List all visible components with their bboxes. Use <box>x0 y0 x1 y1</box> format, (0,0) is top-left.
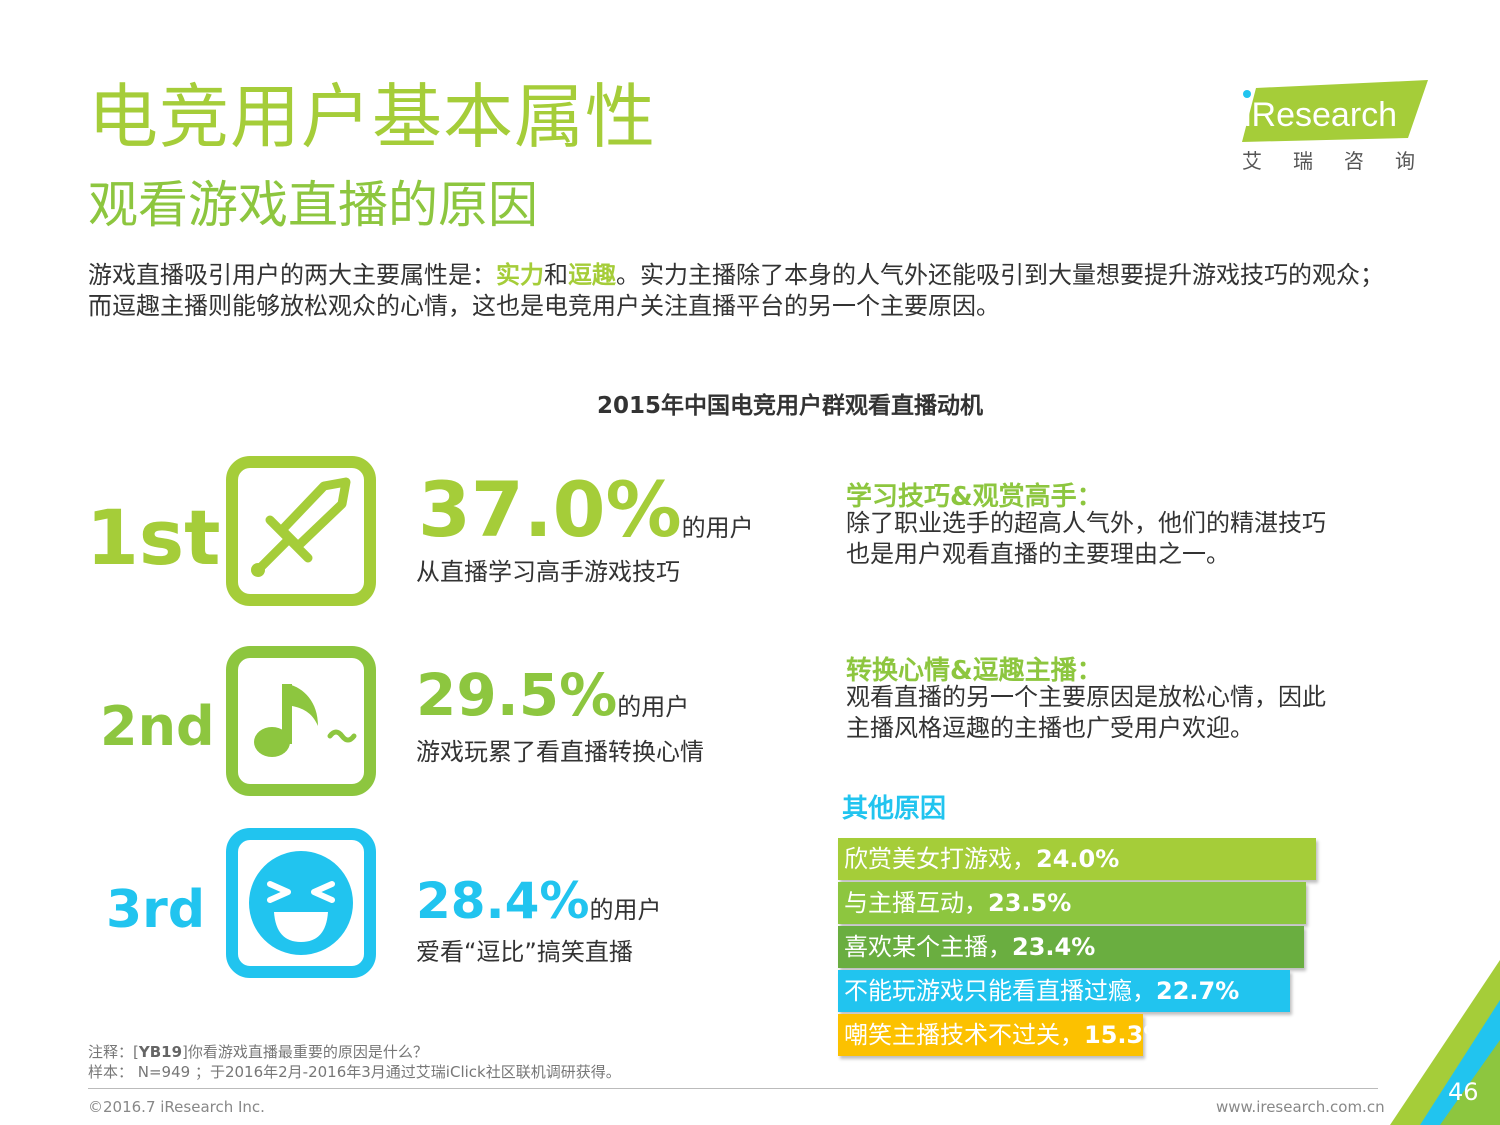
page-title: 电竞用户基本属性 <box>88 76 656 158</box>
rank-2-percent: 29.5% <box>416 661 618 729</box>
other-reason-label: 嘲笑主播技术不过关， <box>844 1021 1084 1049</box>
intro-text-line2: 而逗趣主播则能够放松观众的心情，这也是电竞用户关注直播平台的另一个主要原因。 <box>88 292 1000 320</box>
other-reason-value: 22.7% <box>1156 977 1240 1005</box>
other-reason-bar-2: 与主播互动，23.5% <box>838 882 1306 924</box>
note-question: ]你看游戏直播最重要的原因是什么？ <box>182 1043 428 1061</box>
reason-1-body: 除了职业选手的超高人气外，他们的精湛技巧 也是用户观看直播的主要理由之一。 <box>846 508 1326 570</box>
note-code: YB19 <box>138 1043 183 1061</box>
rank-3-icon-box <box>226 828 376 978</box>
other-reason-bar-4: 不能玩游戏只能看直播过瘾，22.7% <box>838 970 1290 1012</box>
other-reason-label: 喜欢某个主播， <box>844 933 1012 961</box>
intro-highlight-strength: 实力 <box>496 261 544 289</box>
rank-2-description: 游戏玩累了看直播转换心情 <box>416 738 704 766</box>
page-number: 46 <box>1448 1078 1479 1106</box>
logo-text: iResearch <box>1244 96 1397 134</box>
note-line-2: 样本： N=949 ；于2016年2月-2016年3月通过艾瑞iClick社区联… <box>88 1063 621 1081</box>
other-reason-value: 24.0% <box>1036 845 1120 873</box>
chart-title: 2015年中国电竞用户群观看直播动机 <box>596 393 983 419</box>
reason-2-body-line1: 观看直播的另一个主要原因是放松心情，因此 <box>846 683 1326 711</box>
reason-1-body-line1: 除了职业选手的超高人气外，他们的精湛技巧 <box>846 509 1326 537</box>
other-reason-label: 不能玩游戏只能看直播过瘾， <box>844 977 1156 1005</box>
other-reason-bar-1: 欣赏美女打游戏，24.0% <box>838 838 1316 880</box>
copyright: ©2016.7 iResearch Inc. <box>88 1098 265 1116</box>
logo-chinese-name: 艾瑞咨询 <box>1242 149 1446 173</box>
rank-1-description: 从直播学习高手游戏技巧 <box>416 558 680 586</box>
footer-divider <box>88 1088 1378 1089</box>
rank-1-suffix: 的用户 <box>681 514 754 542</box>
rank-1-percent-line: 37.0%的用户 <box>418 472 754 548</box>
iresearch-logo: iResearch <box>1242 80 1428 142</box>
reason-1-body-line2: 也是用户观看直播的主要理由之一。 <box>846 540 1230 568</box>
rank-1-label: 1st <box>86 493 221 582</box>
rank-2-suffix: 的用户 <box>617 693 690 721</box>
rank-1-percent: 37.0% <box>418 465 682 554</box>
other-reason-value: 23.5% <box>988 889 1072 917</box>
website-link[interactable]: www.iresearch.com.cn <box>1216 1098 1385 1116</box>
intro-highlight-fun: 逗趣 <box>568 261 616 289</box>
other-reason-bar-5: 嘲笑主播技术不过关，15.3% <box>838 1014 1167 1056</box>
reason-2-title: 转换心情&逗趣主播： <box>846 656 1103 686</box>
rank-2-label: 2nd <box>100 695 215 758</box>
laughing-face-icon <box>249 851 353 955</box>
note-line-1: 注释：[YB19]你看游戏直播最重要的原因是什么？ <box>88 1041 428 1062</box>
rank-3-percent-line: 28.4%的用户 <box>416 876 661 926</box>
reason-1-title: 学习技巧&观赏高手： <box>846 482 1103 512</box>
rank-3-suffix: 的用户 <box>589 896 662 924</box>
sword-icon <box>251 477 351 577</box>
other-reasons-title: 其他原因 <box>842 794 947 824</box>
other-reason-label: 与主播互动， <box>844 889 988 917</box>
note-prefix: 注释：[ <box>88 1043 139 1061</box>
rank-2-percent-line: 29.5%的用户 <box>416 666 689 724</box>
rank-1-icon-box <box>226 456 376 606</box>
other-reason-label: 欣赏美女打游戏， <box>844 845 1036 873</box>
intro-paragraph: 游戏直播吸引用户的两大主要属性是：实力和逗趣。实力主播除了本身的人气外还能吸引到… <box>88 260 1448 322</box>
other-reason-value: 15.3% <box>1084 1021 1168 1049</box>
other-reason-value: 23.4% <box>1012 933 1096 961</box>
music-note-icon <box>254 684 357 757</box>
reason-2-body: 观看直播的另一个主要原因是放松心情，因此 主播风格逗趣的主播也广受用户欢迎。 <box>846 682 1326 744</box>
other-reason-bar-3: 喜欢某个主播，23.4% <box>838 926 1304 968</box>
other-reasons-bar-chart: 欣赏美女打游戏，24.0% 与主播互动，23.5% 喜欢某个主播，23.4% 不能玩游… <box>838 838 1338 1058</box>
corner-decoration <box>1390 960 1500 1125</box>
rank-3-percent: 28.4% <box>416 872 590 930</box>
reason-2-body-line2: 主播风格逗趣的主播也广受用户欢迎。 <box>846 714 1254 742</box>
intro-text-b: 。实力主播除了本身的人气外还能吸引到大量想要提升游戏技巧的观众； <box>616 261 1384 289</box>
rank-2-icon-box <box>226 646 376 796</box>
page-subtitle: 观看游戏直播的原因 <box>88 176 538 234</box>
rank-3-description: 爱看“逗比”搞笑直播 <box>416 938 633 966</box>
rank-3-label: 3rd <box>106 880 206 940</box>
intro-and: 和 <box>544 261 568 289</box>
intro-text-a: 游戏直播吸引用户的两大主要属性是： <box>88 261 496 289</box>
